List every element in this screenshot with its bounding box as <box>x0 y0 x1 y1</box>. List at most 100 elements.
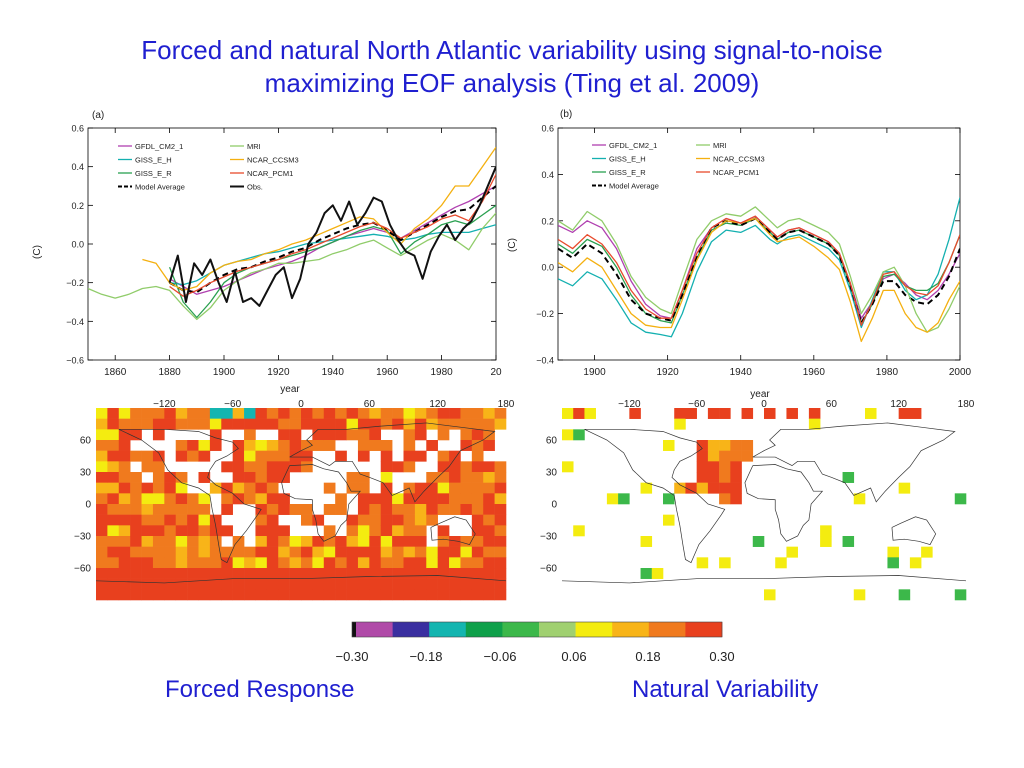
panel-a-series-ncar-pcm1 <box>169 174 496 297</box>
map-cell <box>107 472 120 483</box>
map-cell <box>187 408 199 419</box>
map-cell <box>449 504 461 515</box>
map-cell <box>357 536 370 547</box>
panel-b-ytick-label: 0.2 <box>541 216 554 226</box>
colorbar-swatch <box>502 622 540 637</box>
map-cell <box>232 461 245 473</box>
map-cell <box>301 578 313 590</box>
map-cell <box>471 504 484 515</box>
panel-b-legend-label-mri: MRI <box>713 141 727 150</box>
map-cell <box>471 418 484 430</box>
coastline-australia <box>430 516 476 545</box>
map-cell <box>141 418 154 430</box>
map-cell <box>130 536 142 547</box>
map-cell <box>221 589 233 601</box>
map-cell <box>118 493 131 505</box>
map-cell <box>471 525 484 537</box>
map-cell <box>335 493 347 505</box>
map-cell <box>118 482 131 494</box>
panel-a-xlabel: year <box>280 384 300 395</box>
map-cell <box>898 482 911 494</box>
map-cell <box>323 546 336 558</box>
map-lon-label: 60 <box>364 399 376 410</box>
map-cell <box>618 493 630 505</box>
map-cell <box>187 578 199 590</box>
map-cell <box>460 429 473 441</box>
map-cell <box>380 557 393 569</box>
map-cell <box>471 578 484 590</box>
colorbar-swatch <box>429 622 467 637</box>
map-cell <box>118 589 131 601</box>
map-cell <box>606 493 619 505</box>
map-cell <box>266 514 279 526</box>
map-cell <box>696 557 709 569</box>
map-cell <box>369 589 382 601</box>
map-cell <box>266 546 279 558</box>
map-cell <box>696 472 709 483</box>
map-cell <box>335 578 347 590</box>
map-cell <box>209 440 222 451</box>
map-cell <box>426 514 438 526</box>
map-cell <box>764 408 776 419</box>
map-cell <box>640 536 653 547</box>
map-cell <box>357 429 370 441</box>
map-cell <box>141 482 154 494</box>
map-cell <box>764 589 776 601</box>
colorbar-frame <box>351 621 723 638</box>
map-cell <box>141 408 154 419</box>
map-cell <box>255 440 268 451</box>
map-cell <box>403 408 416 419</box>
map-cell <box>483 589 495 601</box>
colorbar: −0.30 −0.18 −0.06 0.06 0.18 0.30 <box>336 621 735 664</box>
panel-b-legend-label-ncar-ccsm3: NCAR_CCSM3 <box>713 155 765 164</box>
map-cell <box>130 482 142 494</box>
map-cell <box>255 514 268 526</box>
map-cell <box>152 514 165 526</box>
map-cell <box>494 493 507 505</box>
map-cell <box>954 589 967 601</box>
map-cell <box>403 578 416 590</box>
map-cell <box>426 557 438 569</box>
map-cell <box>152 557 165 569</box>
map-cell <box>301 450 313 462</box>
map-cell <box>730 472 742 483</box>
map-cell <box>221 525 233 537</box>
coastline-eurasia <box>289 422 496 503</box>
map-cell <box>449 472 461 483</box>
map-cell <box>209 482 222 494</box>
map-cell <box>335 546 347 558</box>
map-cell <box>301 461 313 473</box>
map-cell <box>118 525 131 537</box>
map-cell <box>301 589 313 601</box>
map-cell <box>187 504 199 515</box>
map-cell <box>266 536 279 547</box>
map-cell <box>460 418 473 430</box>
map-cell <box>380 568 393 579</box>
map-cell <box>471 589 484 601</box>
panel-a-xtick-label: 1940 <box>322 367 345 378</box>
map-cell <box>483 461 495 473</box>
map-cell <box>357 418 370 430</box>
map-cell <box>494 578 507 590</box>
map-cell <box>301 546 313 558</box>
map-cell <box>175 525 188 537</box>
map-cell <box>483 493 495 505</box>
map-lon-label: 180 <box>958 399 975 410</box>
map-cell <box>426 578 438 590</box>
map-cell <box>141 568 154 579</box>
map-cell <box>853 493 866 505</box>
map-cell <box>380 418 393 430</box>
map-cell <box>187 546 199 558</box>
map-cell <box>278 440 290 451</box>
map-cell <box>221 504 233 515</box>
map-lat-label: 30 <box>546 468 558 479</box>
map-cell <box>494 557 507 569</box>
panel-b-series <box>558 197 960 343</box>
map-cell <box>209 536 222 547</box>
panel-a-series-giss-e-r <box>168 204 496 319</box>
colorbar-tick-label: −0.30 <box>336 649 369 664</box>
map-cell <box>357 589 370 601</box>
map-cell <box>323 589 336 601</box>
map-cell <box>663 514 675 526</box>
map-cell <box>426 418 438 430</box>
